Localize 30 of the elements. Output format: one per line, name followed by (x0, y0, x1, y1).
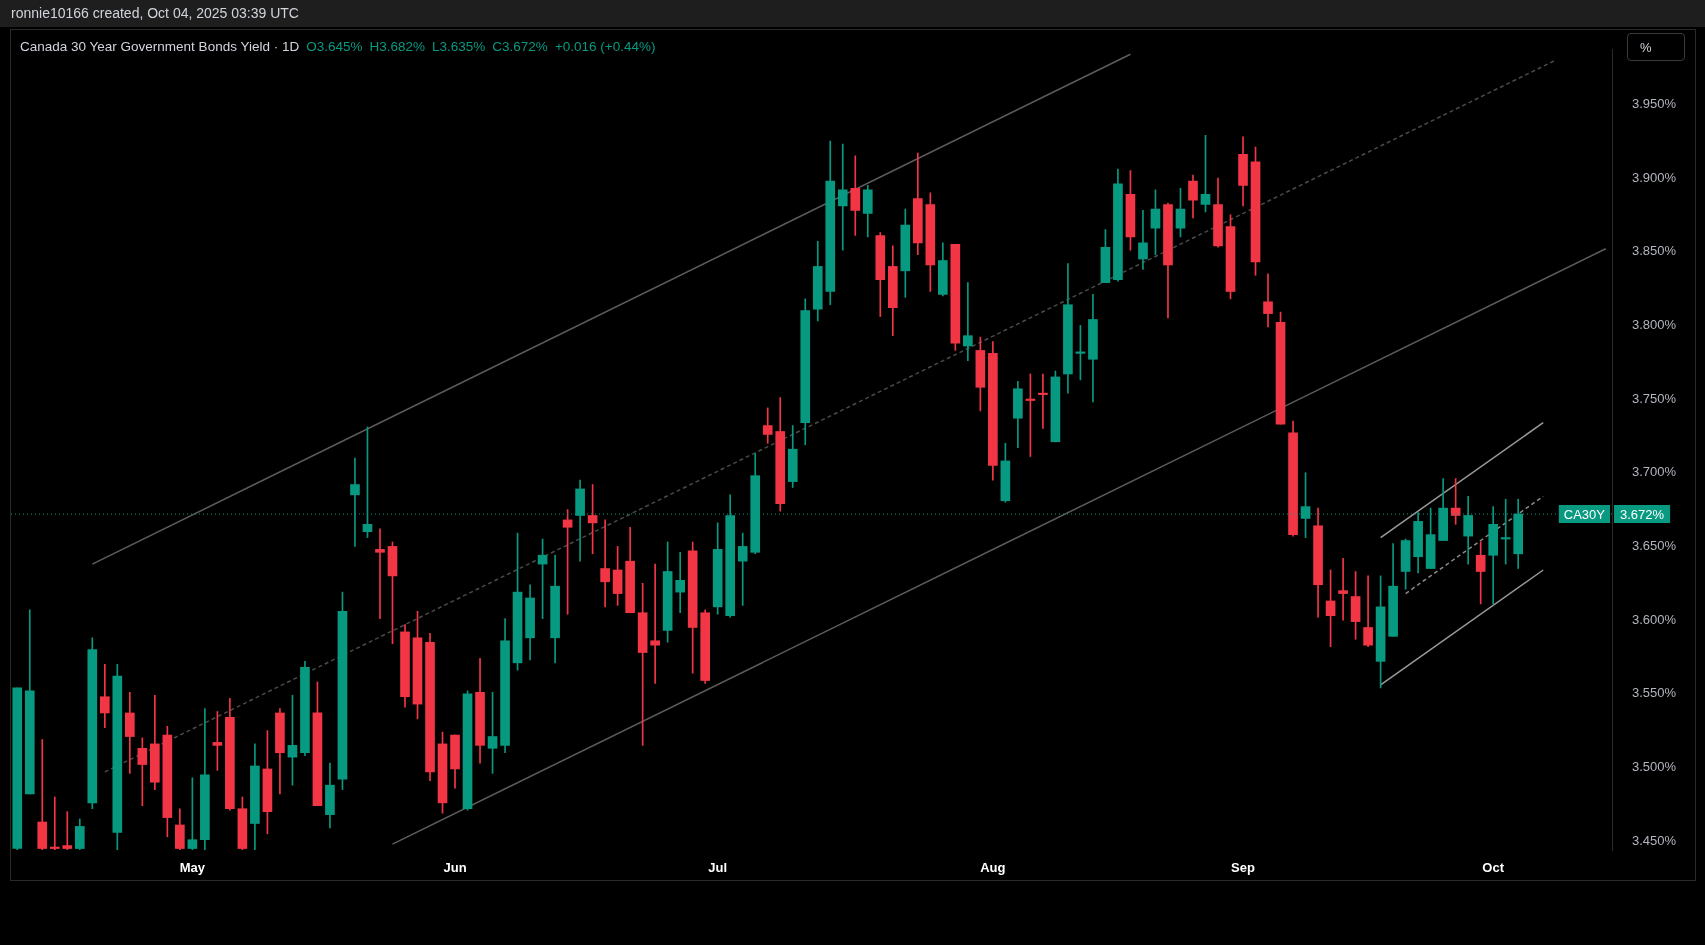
annotation: +0.016 (+0.44%) (554, 39, 656, 54)
x-tick-label: Aug (980, 860, 1006, 876)
annotation: H3.682% (369, 39, 426, 54)
chart-title: Canada 30 Year Government Bonds Yield · 1D (20, 39, 300, 54)
candlestick (62, 811, 73, 850)
x-tick-label: Jul (708, 860, 728, 876)
y-tick-label: 3.750% (1632, 390, 1677, 406)
x-tick-label: Jun (443, 860, 467, 876)
y-tick-label: 3.700% (1632, 464, 1677, 480)
y-tick-label: 3.800% (1632, 316, 1677, 332)
text: ronnie10166 created, Oct 04, 2025 03:39 UTC (0, 0, 1705, 27)
annotation: L3.635% (432, 39, 486, 54)
y-tick-label: 3.600% (1632, 611, 1677, 627)
y-tick-label: 3.900% (1632, 169, 1677, 185)
y-tick-label: 3.950% (1632, 95, 1677, 111)
y-axis-title: % (1627, 33, 1685, 61)
candlestick (375, 528, 385, 619)
x-tick-label: Sep (1231, 860, 1255, 876)
x-tick-label: May (179, 860, 206, 876)
candlestick (1338, 557, 1348, 621)
text: 3.672% (1620, 506, 1665, 522)
y-tick-label: 3.450% (1632, 832, 1677, 848)
y-tick-label: 3.550% (1632, 685, 1677, 701)
ref-line-label: CA30Y (1563, 506, 1606, 522)
annotation: O3.645% (306, 39, 363, 54)
x-tick-label: Oct (1482, 860, 1505, 876)
y-tick-label: 3.650% (1632, 538, 1677, 553)
y-tick-label: 3.850% (1632, 243, 1677, 259)
annotation: C3.672% (492, 39, 548, 54)
y-tick-label: 3.500% (1632, 759, 1677, 775)
